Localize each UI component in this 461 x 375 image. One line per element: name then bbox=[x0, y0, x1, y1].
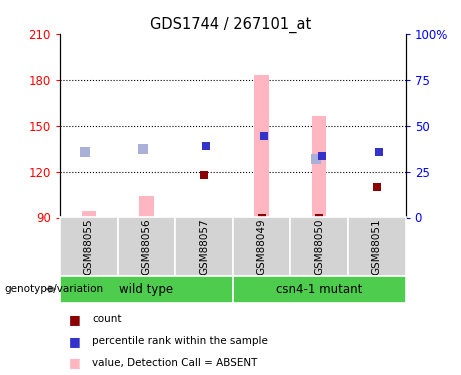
Bar bbox=[233, 276, 406, 303]
Text: GSM88057: GSM88057 bbox=[199, 218, 209, 275]
Text: GSM88056: GSM88056 bbox=[142, 218, 151, 275]
Text: ■: ■ bbox=[69, 313, 81, 326]
Text: csn4-1 mutant: csn4-1 mutant bbox=[276, 283, 362, 296]
Text: genotype/variation: genotype/variation bbox=[5, 284, 104, 294]
Bar bbox=[118, 217, 175, 276]
Text: ■: ■ bbox=[69, 357, 81, 369]
Bar bbox=[290, 217, 348, 276]
Bar bbox=[233, 217, 290, 276]
Text: percentile rank within the sample: percentile rank within the sample bbox=[92, 336, 268, 346]
Bar bbox=[175, 217, 233, 276]
Bar bbox=[312, 116, 326, 218]
Text: count: count bbox=[92, 315, 122, 324]
Bar bbox=[60, 217, 118, 276]
Bar bbox=[82, 211, 96, 217]
Text: GSM88049: GSM88049 bbox=[257, 218, 266, 275]
Text: wild type: wild type bbox=[119, 283, 173, 296]
Text: GSM88050: GSM88050 bbox=[314, 218, 324, 275]
Bar bbox=[254, 75, 269, 217]
Bar bbox=[348, 217, 406, 276]
Text: value, Detection Call = ABSENT: value, Detection Call = ABSENT bbox=[92, 358, 258, 368]
Text: GSM88055: GSM88055 bbox=[84, 218, 94, 275]
Bar bbox=[60, 276, 233, 303]
Text: GSM88051: GSM88051 bbox=[372, 218, 382, 275]
Text: GDS1744 / 267101_at: GDS1744 / 267101_at bbox=[150, 17, 311, 33]
Bar bbox=[139, 196, 154, 217]
Text: ■: ■ bbox=[69, 335, 81, 348]
